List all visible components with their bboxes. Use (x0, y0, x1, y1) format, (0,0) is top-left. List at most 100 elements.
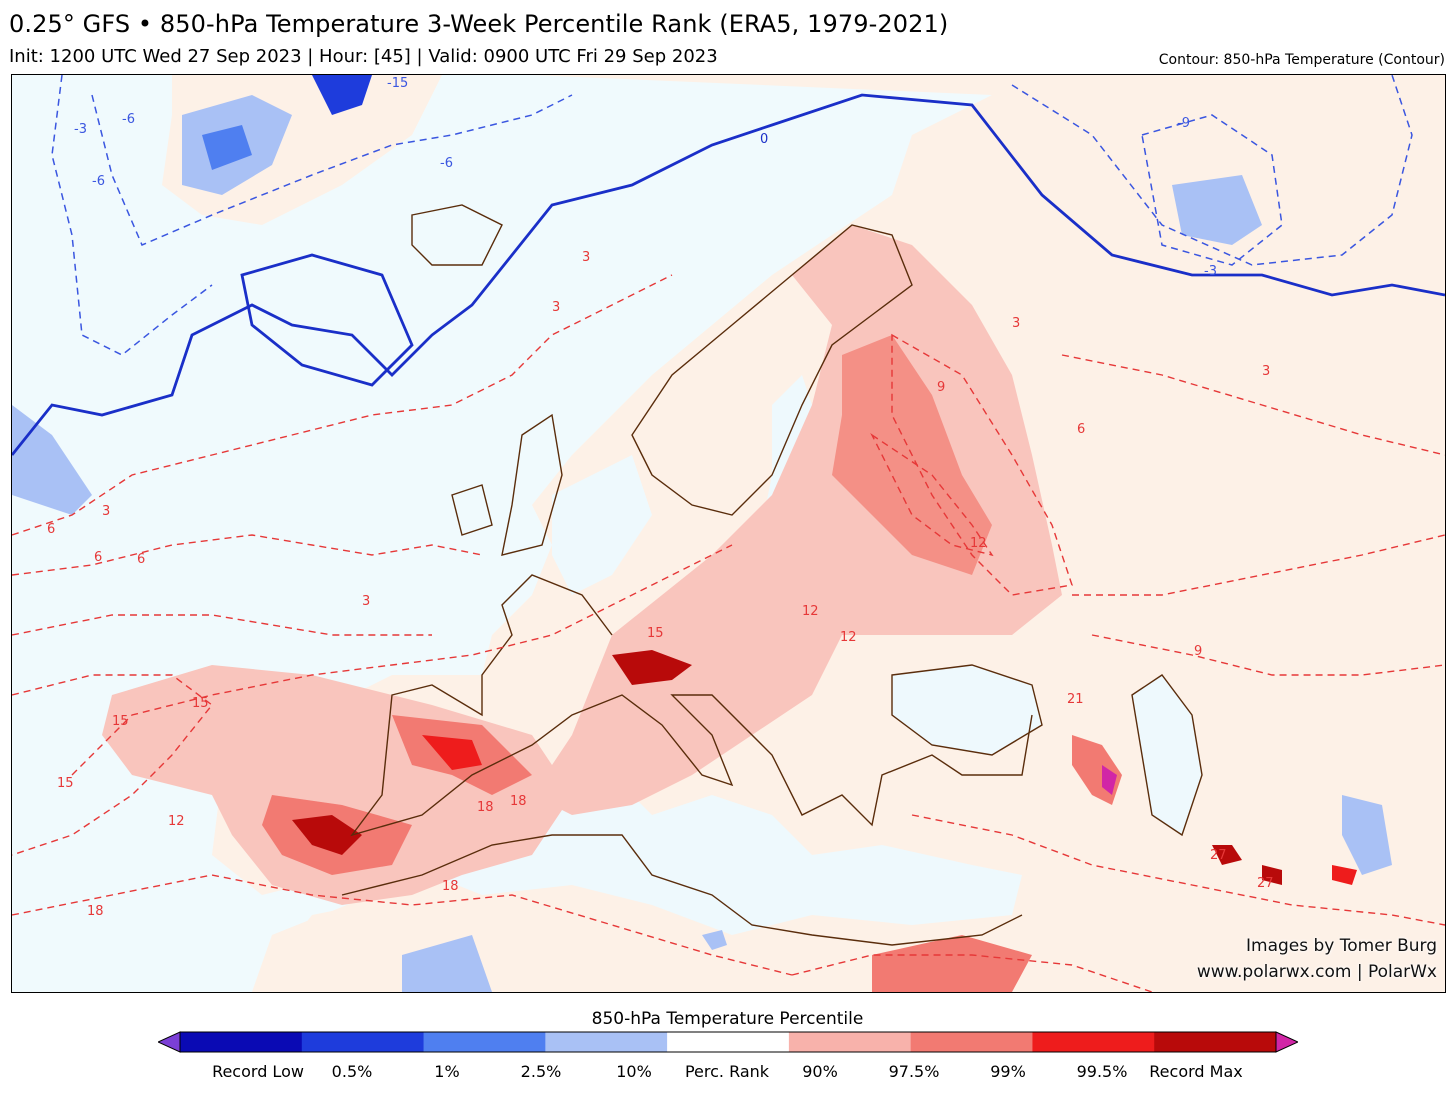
zero-isotherm-loop (240, 253, 414, 387)
record-core-morocco (292, 815, 362, 855)
contour-label: 27 (1257, 876, 1274, 891)
contour-label: 9 (937, 380, 945, 395)
colorbar-outline (179, 1031, 1277, 1053)
contour-label: -15 (387, 76, 408, 91)
contour-label: 6 (47, 522, 55, 537)
coast-caspian (1131, 674, 1203, 837)
colorbar-swatch (910, 1032, 1033, 1052)
warm-dashed-contours (12, 274, 1445, 992)
contour-15 (71, 544, 733, 776)
colorbar-label: 2.5% (520, 1062, 562, 1081)
contour-africa (791, 954, 1153, 992)
contour-18 (12, 874, 793, 976)
colorbar-label: 99% (990, 1062, 1026, 1081)
colorbar-label: 10% (616, 1062, 652, 1081)
coast-africa (341, 834, 1023, 946)
record-core-spain (422, 735, 482, 770)
contour-label: 12 (168, 814, 185, 829)
coast-scandinavia (631, 224, 913, 516)
contour-label: 15 (112, 714, 129, 729)
coast-iceland (411, 204, 503, 266)
north-sea (552, 455, 652, 595)
contour-label: 3 (552, 300, 560, 315)
colorbar-swatch (788, 1032, 912, 1052)
contour-label: 3 (1012, 316, 1020, 331)
coastlines (341, 204, 1203, 946)
colorbar-label: 90% (802, 1062, 838, 1081)
contour-label: 18 (477, 800, 494, 815)
contour-12 (12, 674, 213, 856)
colorbar-swatch (301, 1032, 425, 1052)
contour-mideast (911, 814, 1445, 926)
contour-label: 12 (970, 536, 987, 551)
cold-sahara (402, 935, 492, 992)
contour-label: 0 (760, 132, 768, 147)
coast-ireland (451, 484, 493, 536)
contour-minus3-a (51, 75, 213, 356)
contour-minus3-b (1011, 75, 1413, 266)
cold-greenland-mid (202, 125, 252, 170)
contour-label: 6 (1077, 422, 1085, 437)
warm-spot-iran-1 (1212, 845, 1242, 865)
cold-siberia (1172, 175, 1262, 245)
colorbar-label: Perc. Rank (684, 1062, 770, 1081)
colorbar-label: 99.5% (1076, 1062, 1128, 1081)
contour-label: -9 (1177, 116, 1190, 131)
contour-east-3 (1061, 354, 1445, 456)
warm-core-africa (872, 935, 1032, 992)
warm-spot-iran-3 (1332, 865, 1357, 885)
colorbar-high-triangle (1275, 1031, 1298, 1053)
contour-label: 3 (362, 594, 370, 609)
contour-label: 3 (582, 250, 590, 265)
credit-author: Images by Tomer Burg (1246, 936, 1437, 956)
colorbar-swatch (545, 1032, 668, 1052)
colorbar-swatch (667, 1032, 790, 1052)
contour-label: 6 (137, 552, 145, 567)
mediterranean-sea (432, 775, 1022, 935)
contour-label: -6 (122, 112, 135, 127)
colorbar-label: Record Low (212, 1062, 304, 1081)
colorbar-swatch (1154, 1032, 1277, 1052)
contour-label: 27 (1210, 848, 1227, 863)
contour-label: -6 (440, 156, 453, 171)
contour-label: 15 (647, 626, 664, 641)
cold-atlantic (12, 405, 92, 515)
contour-9 (12, 614, 432, 636)
colorbar (158, 1031, 1298, 1053)
coast-europe (350, 574, 1033, 837)
contour-label: 12 (840, 630, 857, 645)
colorbar-label: 1% (434, 1062, 460, 1081)
credit-website: www.polarwx.com | PolarWx (1196, 962, 1437, 982)
colorbar-swatches (180, 1032, 1277, 1052)
coast-britain (501, 413, 563, 556)
contour-label: 12 (802, 604, 819, 619)
coast-black-sea (891, 664, 1043, 756)
record-core-caucasus (1102, 765, 1117, 795)
contour-east-6 (1072, 534, 1445, 596)
colorbar-low-triangle (158, 1031, 181, 1053)
contour-label: 3 (1262, 364, 1270, 379)
contour-label: 21 (1067, 692, 1084, 707)
zero-contour (12, 93, 1445, 456)
contour-label: 9 (1194, 644, 1202, 659)
cold-dashed-contours (51, 75, 1413, 356)
cold-iran (1342, 795, 1392, 875)
colorbar-title: 850-hPa Temperature Percentile (591, 1009, 864, 1029)
contour-label: 15 (192, 696, 209, 711)
map-canvas: 0 -3 -6 -6 -15 -6 -3 -9 3 3 3 3 3 3 6 6 … (12, 75, 1445, 992)
cold-greenland-core (312, 75, 372, 115)
contour-label: -6 (92, 174, 105, 189)
black-sea (892, 665, 1042, 755)
zero-isotherm-line (12, 93, 1445, 456)
contour-label: -3 (74, 122, 87, 137)
contour-label: 18 (87, 904, 104, 919)
map-panel[interactable]: 0 -3 -6 -6 -15 -6 -3 -9 3 3 3 3 3 3 6 6 … (11, 74, 1446, 993)
contour-labels: 0 -3 -6 -6 -15 -6 -3 -9 3 3 3 3 3 3 6 6 … (47, 76, 1274, 919)
cold-anomaly-shading (12, 75, 1392, 992)
colorbar-label: 0.5% (331, 1062, 373, 1081)
run-info: Init: 1200 UTC Wed 27 Sep 2023 | Hour: [… (9, 46, 718, 67)
warm-core-alps (612, 650, 692, 685)
colorbar-label: 97.5% (888, 1062, 940, 1081)
colorbar-label: Record Max (1149, 1062, 1243, 1081)
page-title: 0.25° GFS • 850-hPa Temperature 3-Week P… (9, 10, 949, 38)
